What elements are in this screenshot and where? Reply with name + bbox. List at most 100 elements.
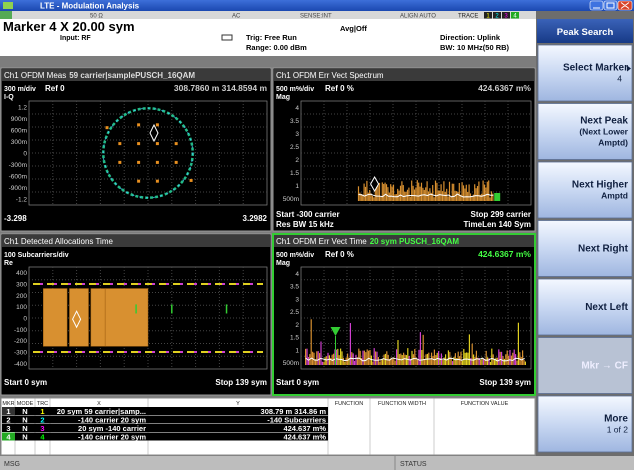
table-cell: 308.79 m 314.86 m: [261, 407, 327, 416]
axis-label: I-Q: [4, 94, 14, 101]
range: Range: 0.00 dBm: [246, 43, 307, 52]
y-tick-label: 900m: [11, 116, 27, 123]
y-tick-label: -200: [14, 338, 27, 345]
align: ALIGN AUTO: [400, 14, 436, 20]
readout: 424.6367 m%: [478, 83, 531, 93]
softkey[interactable]: [537, 44, 633, 102]
table-header: FUNCTION WIDTH: [378, 401, 426, 407]
softkey[interactable]: [537, 278, 633, 336]
panel-title-text: Ch1 Detected Allocations Time: [4, 237, 113, 246]
allocation-block: [104, 288, 149, 347]
table-cell: N: [22, 415, 27, 424]
y-tick-label: 500m: [283, 360, 299, 367]
table-row: [2, 432, 328, 441]
table-cell: -140 carrier 20 sym: [78, 432, 146, 441]
start-label: Start -300 carrier: [276, 210, 340, 219]
softkey-label: More: [604, 414, 628, 425]
trace-box: [502, 12, 510, 19]
table-row: [2, 415, 328, 424]
panel-title-bar: [2, 235, 270, 247]
coupling: AC: [232, 14, 241, 20]
input: Input: RF: [60, 35, 91, 42]
scale: 500 m%/div: [276, 86, 314, 93]
constellation-point: [155, 179, 159, 183]
y-tick-label: -100: [14, 327, 27, 334]
start-label: -3.298: [4, 214, 27, 223]
table-cell: 424.637 m%: [283, 432, 326, 441]
y-tick-label: 600m: [11, 127, 27, 134]
table-header: MKR: [2, 401, 14, 407]
marker-triangle: [330, 327, 341, 336]
axis-label: Mag: [276, 94, 290, 101]
table-cell: N: [22, 432, 27, 441]
y-tick-label: 300: [16, 282, 27, 289]
window-title: LTE - Modulation Analysis: [40, 2, 140, 11]
table-header: Y: [236, 401, 240, 407]
panel-title-bar: [2, 69, 270, 81]
direction: Direction: Uplink: [440, 33, 501, 42]
table-cell: 3: [40, 424, 44, 433]
panel-title-extra: 59 carrier|samplePUSCH_16QAM: [69, 71, 195, 80]
table-header: X: [97, 401, 101, 407]
trace-number: 4: [513, 14, 517, 20]
app-icon: [3, 2, 13, 9]
panel-title: Ch1 OFDM Meas 59 carrier|samplePUSCH_16QA…: [4, 71, 195, 80]
softkey-label: 1 of 2: [607, 425, 629, 435]
softkey[interactable]: [537, 220, 633, 277]
header: [0, 19, 536, 56]
rbw-label: Res BW 15 kHz: [276, 220, 334, 229]
table-cell: N: [22, 424, 27, 433]
constellation-point: [118, 160, 122, 164]
constellation-point: [137, 142, 141, 146]
scale: 300 m/div: [4, 86, 36, 93]
y-tick-label: 1.5: [290, 170, 299, 177]
table-cell: 4: [40, 432, 45, 441]
trace-box: [511, 12, 519, 19]
constellation-point: [105, 126, 109, 130]
timelen-label: TimeLen 140 Sym: [464, 220, 531, 229]
panel-title-bar: [274, 235, 534, 247]
readout: 308.7860 m 314.8594 m: [174, 83, 268, 93]
softkey-menu-title: Peak Search: [557, 27, 614, 38]
marker-highlight: [2, 407, 15, 415]
table-cell: 4: [6, 432, 11, 441]
trace-number: 1: [486, 14, 490, 20]
softkey[interactable]: [537, 395, 633, 453]
stop-label: Stop 139 sym: [479, 378, 531, 387]
y-tick-label: 400: [16, 270, 27, 277]
status-line: [0, 11, 536, 19]
y-tick-label: -600m: [9, 174, 27, 181]
constellation-point: [118, 142, 122, 146]
softkey-label: Mkr → CF: [581, 361, 628, 372]
trigger: Trig: Free Run: [246, 33, 297, 42]
submenu-arrow: [627, 65, 631, 72]
marker-diamond: [72, 310, 82, 329]
softkey-label: Amptd: [601, 191, 628, 201]
panel-title-extra: 20 sym PUSCH_16QAM: [370, 237, 460, 246]
reference: Ref 0 %: [325, 84, 354, 93]
softkey[interactable]: [537, 103, 633, 160]
constellation-point: [137, 179, 141, 183]
table-cell: 20 sym 59 carrier|samp...: [57, 407, 146, 416]
y-tick-label: 1: [295, 183, 299, 190]
trace-label: TRACE: [458, 14, 478, 20]
constellation-point: [137, 123, 141, 127]
panel-title-text: Ch1 OFDM Meas: [4, 71, 66, 80]
y-tick-label: 2: [295, 157, 299, 164]
average-trace: [358, 193, 494, 198]
y-tick-label: 2.5: [290, 309, 299, 316]
constellation-point: [155, 160, 159, 164]
table-header: TRC: [37, 401, 48, 407]
axis-label: Mag: [276, 260, 290, 267]
softkey[interactable]: [537, 161, 633, 219]
softkey[interactable]: [537, 337, 633, 394]
minimize-button[interactable]: [589, 0, 604, 11]
y-tick-label: 200: [16, 293, 27, 300]
scale: 500 m%/div: [276, 252, 314, 259]
maximize-button[interactable]: [603, 0, 618, 11]
panel-title-bar: [274, 69, 534, 81]
table-cell: 20 sym -140 carrier: [78, 424, 146, 433]
marker-readout: Marker 4 X 20.00 sym: [3, 19, 135, 34]
y-tick-label: 100: [16, 304, 27, 311]
